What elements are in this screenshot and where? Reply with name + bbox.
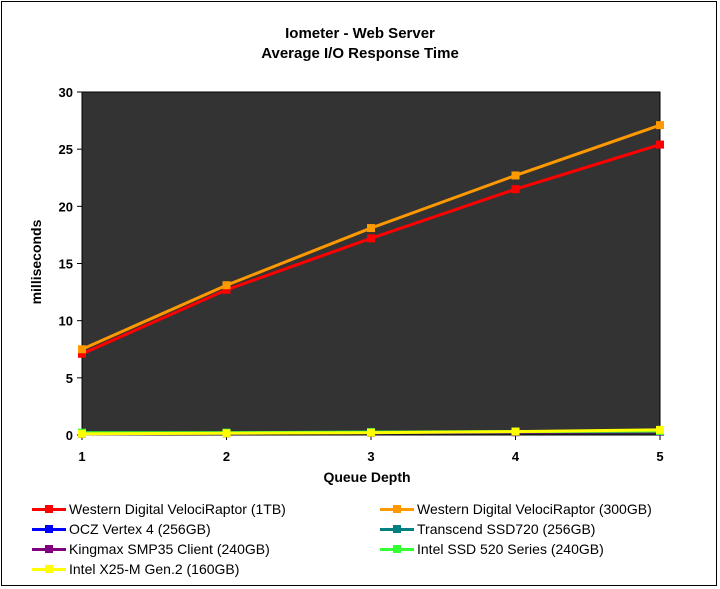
legend-label: Intel SSD 520 Series (240GB) xyxy=(417,541,604,557)
legend-swatch xyxy=(380,522,414,536)
y-tick-label: 0 xyxy=(66,428,73,443)
legend-item: OCZ Vertex 4 (256GB) xyxy=(32,519,211,539)
y-tick-label: 30 xyxy=(59,85,73,100)
series-7 xyxy=(78,425,664,438)
data-point xyxy=(78,345,86,354)
legend-label: Western Digital VelociRaptor (300GB) xyxy=(417,501,652,517)
data-point xyxy=(367,224,375,233)
y-tick-label: 10 xyxy=(59,314,73,329)
legend-swatch xyxy=(380,542,414,556)
legend-marker xyxy=(393,505,401,513)
chart-title: Iometer - Web Server xyxy=(285,25,435,42)
legend: Western Digital VelociRaptor (1TB) Wester… xyxy=(32,499,712,585)
y-axis: 0 5 10 15 20 25 30 xyxy=(59,85,82,443)
series-lines xyxy=(78,121,664,438)
x-axis: 1 2 3 4 5 xyxy=(78,435,664,464)
y-axis-title: milliseconds xyxy=(28,219,44,304)
y-tick-label: 15 xyxy=(59,257,73,272)
legend-swatch xyxy=(32,562,66,576)
legend-swatch xyxy=(32,522,66,536)
chart-subtitle: Average I/O Response Time xyxy=(261,45,459,62)
legend-item: Kingmax SMP35 Client (240GB) xyxy=(32,539,270,559)
legend-swatch xyxy=(32,542,66,556)
legend-item: Western Digital VelociRaptor (1TB) xyxy=(32,499,286,519)
data-point xyxy=(511,171,520,180)
legend-marker xyxy=(45,525,53,533)
x-tick-label: 3 xyxy=(367,449,374,464)
x-tick-label: 1 xyxy=(78,449,85,464)
legend-marker xyxy=(45,545,53,553)
series-1 xyxy=(78,140,664,358)
data-point xyxy=(656,425,664,434)
legend-swatch xyxy=(32,502,66,516)
y-tick-label: 25 xyxy=(59,142,73,157)
data-point xyxy=(78,429,86,438)
legend-item: Intel X25-M Gen.2 (160GB) xyxy=(32,559,239,579)
x-tick-label: 2 xyxy=(223,449,230,464)
data-point xyxy=(511,427,520,436)
data-point xyxy=(78,349,86,358)
legend-marker xyxy=(393,545,401,553)
data-point xyxy=(367,428,375,437)
data-point xyxy=(367,234,375,243)
legend-label: OCZ Vertex 4 (256GB) xyxy=(69,521,211,537)
legend-marker xyxy=(45,505,53,513)
legend-label: Kingmax SMP35 Client (240GB) xyxy=(69,541,270,557)
plot-area xyxy=(81,91,661,436)
legend-swatch xyxy=(380,502,414,516)
legend-label: Intel X25-M Gen.2 (160GB) xyxy=(69,561,240,577)
data-point xyxy=(222,285,231,294)
x-axis-title: Queue Depth xyxy=(323,469,410,485)
data-point xyxy=(222,429,231,438)
x-tick-label: 5 xyxy=(656,449,663,464)
legend-label: Transcend SSD720 (256GB) xyxy=(417,521,596,537)
legend-label: Western Digital VelociRaptor (1TB) xyxy=(69,501,286,517)
legend-marker xyxy=(45,565,53,573)
data-point xyxy=(656,121,664,130)
legend-item: Western Digital VelociRaptor (300GB) xyxy=(380,499,652,519)
x-tick-label: 4 xyxy=(512,449,520,464)
legend-marker xyxy=(393,525,401,533)
data-point xyxy=(222,281,231,290)
series-2 xyxy=(78,121,664,354)
y-tick-label: 5 xyxy=(66,371,73,386)
legend-item: Intel SSD 520 Series (240GB) xyxy=(380,539,604,559)
y-tick-label: 20 xyxy=(59,199,73,214)
data-point xyxy=(511,185,520,194)
data-point xyxy=(656,140,664,149)
legend-item: Transcend SSD720 (256GB) xyxy=(380,519,595,539)
